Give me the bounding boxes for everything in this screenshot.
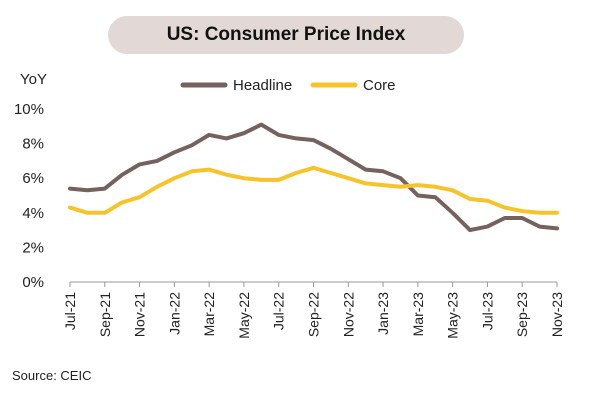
x-tick-label: Sep-22 xyxy=(306,292,322,337)
legend-label-core: Core xyxy=(363,77,396,94)
y-axis-ticks: 0% 2% 4% 6% 8% 10% xyxy=(14,101,44,291)
series-line-headline xyxy=(68,122,559,233)
series-line-core xyxy=(68,165,559,215)
x-tick-label: May-23 xyxy=(445,292,461,339)
x-tick-label: Jan-22 xyxy=(166,292,182,335)
x-axis-ticks: Jul-21 Sep-21 Nov-21 Jan-22 Mar-22 May-22 Jul-… xyxy=(62,282,565,339)
x-tick-label: Jul-23 xyxy=(479,292,495,330)
x-tick-label: Mar-22 xyxy=(201,292,217,337)
x-tick-label: May-22 xyxy=(236,292,252,339)
x-tick-label: Nov-22 xyxy=(340,292,356,337)
y-axis-label: YoY xyxy=(20,71,47,88)
series-layer xyxy=(68,122,559,233)
y-tick-label: 10% xyxy=(14,101,44,118)
x-tick-label: Jul-22 xyxy=(271,292,287,330)
y-tick-label: 8% xyxy=(22,136,44,153)
source-note: Source: CEIC xyxy=(12,368,92,383)
x-tick-label: Sep-23 xyxy=(514,292,530,337)
x-tick-label: Nov-23 xyxy=(549,292,565,337)
x-tick-label: Jan-23 xyxy=(375,292,391,335)
x-tick-label: Sep-21 xyxy=(97,292,113,337)
y-tick-label: 0% xyxy=(22,274,44,291)
legend: Headline Core xyxy=(180,77,396,94)
x-tick-label: Mar-23 xyxy=(410,292,426,337)
x-tick-label: Nov-21 xyxy=(132,292,148,337)
x-tick-label: Jul-21 xyxy=(62,292,78,330)
y-tick-label: 6% xyxy=(22,170,44,187)
y-tick-label: 2% xyxy=(22,239,44,256)
chart-title: US: Consumer Price Index xyxy=(108,16,464,54)
legend-label-headline: Headline xyxy=(233,77,292,94)
y-tick-label: 4% xyxy=(22,205,44,222)
